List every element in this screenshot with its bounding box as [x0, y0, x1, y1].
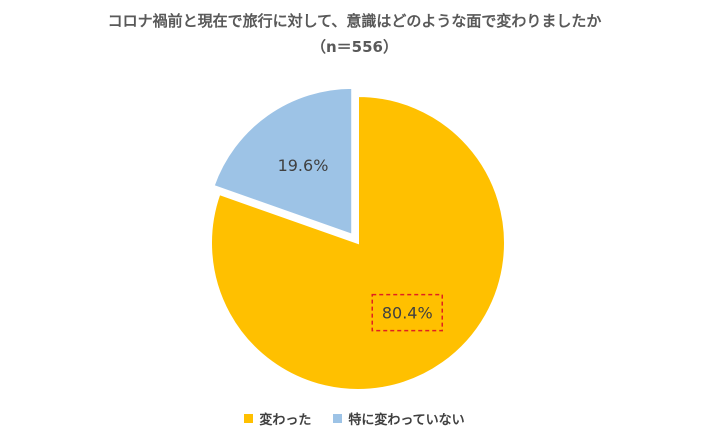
legend-swatch-changed: [244, 414, 254, 423]
legend-item-unchanged: 特に変わっていない: [333, 409, 465, 428]
pie-slice-1: [212, 86, 354, 237]
legend-swatch-unchanged: [333, 414, 343, 423]
chart-title-block: コロナ禍前と現在で旅行に対して、意識はどのような面で変わりましたか （n＝556…: [0, 8, 709, 60]
pie-label-1: 19.6%: [278, 156, 329, 175]
legend-label-unchanged: 特に変わっていない: [348, 413, 465, 428]
chart-subtitle: （n＝556）: [311, 38, 398, 56]
pie-slice-0: [210, 94, 506, 391]
legend-label-changed: 変わった: [259, 413, 312, 428]
chart-legend: 変わった 特に変わっていない: [0, 409, 709, 428]
pie-label-0: 80.4%: [382, 304, 433, 323]
chart-title: コロナ禍前と現在で旅行に対して、意識はどのような面で変わりましたか: [107, 12, 602, 30]
highlight-box: [371, 293, 443, 332]
legend-item-changed: 変わった: [244, 409, 311, 428]
